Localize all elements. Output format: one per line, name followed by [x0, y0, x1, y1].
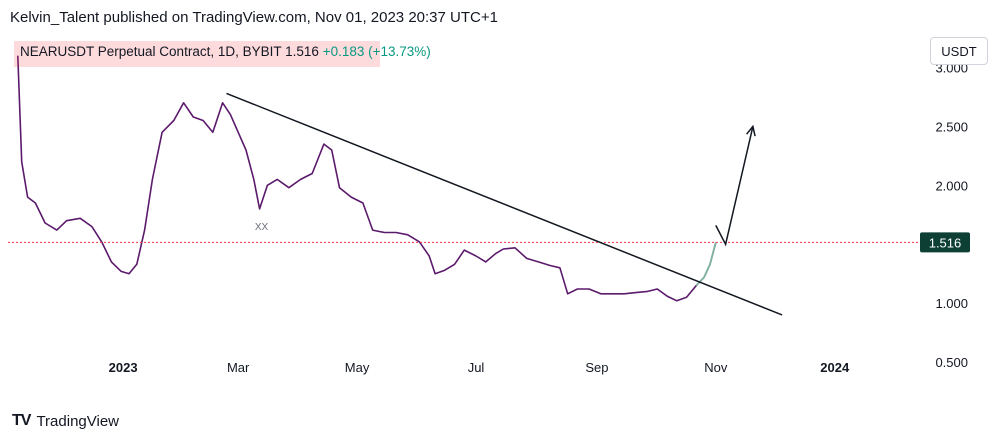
- last-price-label: 1.516: [929, 235, 962, 250]
- legend-change: +0.183 (+13.73%): [322, 44, 431, 59]
- time-axis[interactable]: 2023 Mar May Jul Sep Nov 2024: [109, 360, 850, 375]
- symbol-title: NEARUSDT Perpetual Contract, 1D, BYBIT: [20, 44, 282, 59]
- projection-arrow-head: [746, 124, 756, 137]
- projection-arrow-line: [715, 126, 754, 247]
- last-price-badge: [920, 232, 970, 253]
- chart-annotation-text: XX: [255, 222, 269, 233]
- y-tick-label: 0.500: [935, 355, 968, 370]
- legend-price: 1.516: [285, 44, 319, 59]
- breakout-segment: [695, 242, 717, 287]
- y-tick-label: 2.000: [935, 178, 968, 193]
- descending-trendline: [226, 92, 783, 316]
- tradingview-logo-icon: TV: [12, 412, 31, 429]
- symbol-legend[interactable]: NEARUSDT Perpetual Contract, 1D, BYBIT 1…: [14, 41, 431, 67]
- currency-button[interactable]: USDT: [930, 37, 988, 65]
- publish-header: Kelvin_Talent published on TradingView.c…: [10, 9, 498, 26]
- x-tick-label: Sep: [585, 360, 608, 375]
- x-tick-label: May: [345, 360, 370, 375]
- footer-brand-label: TradingView: [36, 412, 119, 430]
- x-tick-label: 2024: [820, 360, 850, 375]
- y-tick-label: 2.500: [935, 119, 968, 134]
- x-tick-label: Mar: [227, 360, 250, 375]
- price-series-line: [17, 55, 717, 302]
- price-chart[interactable]: XX 2023 Mar May Jul Sep Nov 2024 1.5163.0002.5…: [8, 34, 1002, 376]
- x-tick-label: Nov: [704, 360, 728, 375]
- x-tick-label: 2023: [109, 360, 138, 375]
- footer-brand[interactable]: TV TradingView: [12, 412, 119, 430]
- x-tick-label: Jul: [468, 360, 485, 375]
- y-tick-label: 1.000: [935, 296, 968, 311]
- chart-pane[interactable]: XX: [8, 55, 918, 316]
